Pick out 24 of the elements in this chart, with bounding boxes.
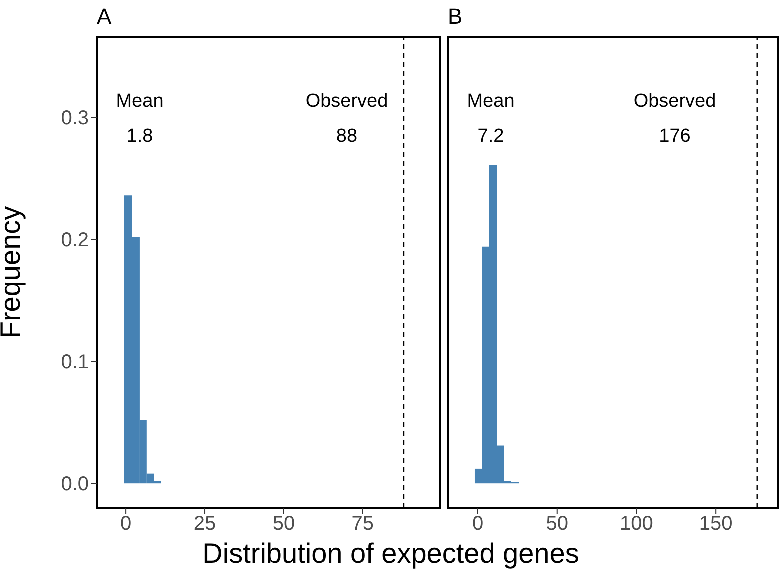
x-tick-label: 0 [120, 513, 132, 536]
x-tick-label: 50 [546, 513, 568, 536]
x-axis-title: Distribution of expected genes [202, 538, 580, 570]
x-tick-label: 100 [620, 513, 654, 536]
annotation: 176 [659, 126, 691, 148]
x-tick-label: 25 [194, 513, 216, 536]
y-tick-label: 0.2 [61, 230, 89, 252]
annotation: Observed [634, 91, 716, 112]
annotation: Mean [467, 91, 515, 112]
y-tick-label: 0.1 [61, 352, 89, 374]
annotation: Observed [306, 91, 388, 112]
x-tick-label: 150 [699, 513, 733, 536]
annotation: 1.8 [126, 126, 154, 148]
y-axis-title: Frequency [0, 206, 26, 339]
chart-title: B [448, 4, 463, 30]
annotation: 88 [336, 126, 358, 148]
chart-title: A [97, 4, 112, 30]
x-tick-label: 0 [472, 513, 484, 536]
annotation: Mean [116, 91, 164, 112]
y-tick-label: 0.0 [61, 474, 89, 496]
x-tick-label: 75 [352, 513, 374, 536]
annotation: 7.2 [478, 126, 504, 148]
y-tick-label: 0.3 [61, 108, 89, 130]
x-tick-label: 50 [272, 513, 296, 536]
